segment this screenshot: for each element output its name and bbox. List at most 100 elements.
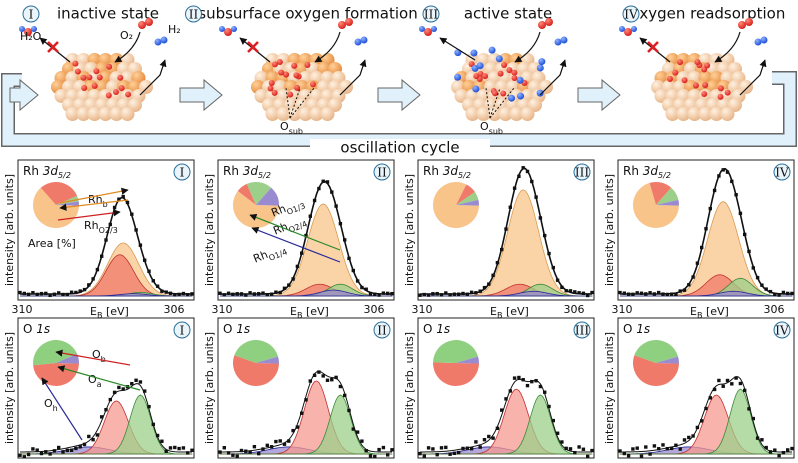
data-point (781, 450, 786, 455)
data-point (44, 291, 48, 296)
data-point (568, 447, 573, 451)
data-point (39, 451, 44, 456)
oxygen-atom (701, 90, 708, 97)
data-point (269, 292, 274, 296)
data-point (78, 289, 82, 293)
data-point (431, 447, 435, 451)
data-point (755, 275, 760, 280)
spectrum-title: O 1s (23, 322, 50, 336)
annotation: Ob (92, 348, 106, 364)
data-point (235, 292, 239, 296)
oxygen-atom (704, 62, 711, 69)
data-point (164, 449, 168, 453)
data-point (125, 200, 130, 205)
annotation-main: Rh (269, 202, 287, 220)
atom (76, 107, 91, 121)
data-point (635, 291, 639, 295)
oxygen-atom (717, 85, 724, 92)
adsorption-arrow (714, 31, 741, 63)
component-peak (220, 289, 393, 297)
data-point (48, 293, 52, 298)
o2-molecule (338, 21, 346, 29)
h2o-molecule (19, 26, 25, 32)
data-point (222, 293, 226, 297)
data-point (35, 448, 39, 452)
data-point (52, 292, 57, 296)
data-point (117, 197, 121, 201)
hydrogen-atom (536, 64, 544, 72)
data-point (560, 285, 564, 290)
data-point (691, 275, 695, 279)
annotation-main: O (44, 397, 53, 410)
oxygen-atom (511, 69, 518, 76)
data-point (321, 179, 325, 183)
pie-slice (237, 183, 256, 205)
component-peak (620, 394, 792, 455)
data-point (435, 291, 439, 296)
title-sub: 5/2 (458, 171, 471, 180)
o2-label: O₂ (120, 29, 133, 42)
data-point (422, 292, 426, 297)
h2o-molecule (231, 26, 237, 32)
data-point (390, 448, 394, 452)
atom (87, 107, 102, 121)
blocked-cross (247, 41, 259, 53)
atom (265, 107, 280, 121)
xl-sub: B (297, 311, 303, 320)
data-point (265, 443, 269, 448)
title-main: O (423, 322, 436, 336)
data-point (35, 292, 39, 297)
data-point (687, 435, 691, 440)
data-point (304, 233, 308, 238)
oxygen-atom (283, 71, 290, 78)
pie-slice (456, 199, 479, 206)
data-point (18, 453, 22, 457)
y-axis-label: intensity [arb. units] (203, 332, 216, 444)
data-point (308, 379, 312, 383)
data-point (738, 211, 743, 216)
data-point (465, 292, 469, 296)
data-point (639, 291, 644, 295)
data-point (155, 284, 160, 288)
oxygen-atom (501, 61, 508, 68)
pie-slice (656, 187, 679, 205)
data-point (190, 448, 194, 452)
pie-slice (256, 187, 279, 206)
xl-sub: B (97, 311, 103, 320)
atom (120, 107, 135, 121)
adsorption-arrow (514, 31, 541, 63)
title-main: O (23, 322, 36, 336)
data-point (444, 291, 448, 295)
oxygen-atom (497, 70, 504, 77)
pie-slice (433, 340, 479, 363)
data-point (564, 289, 568, 293)
data-point (725, 170, 730, 174)
data-point (351, 427, 355, 431)
data-point (82, 442, 87, 447)
data-point (665, 292, 669, 297)
numeral-circle (622, 5, 640, 23)
data-point (781, 290, 786, 295)
osub-arrow (289, 87, 301, 119)
y-axis-label: intensity [arb. units] (403, 174, 416, 286)
numeral: I (180, 166, 185, 180)
data-point (521, 166, 525, 170)
pie-slice (246, 181, 272, 205)
data-point (317, 186, 321, 191)
fit-envelope (619, 376, 793, 453)
data-point (708, 206, 712, 211)
y-axis-label: intensity [arb. units] (603, 332, 616, 444)
oxygen-atom (702, 82, 709, 89)
data-point (287, 439, 291, 443)
pie-slice (256, 356, 280, 364)
numeral-circle (573, 321, 591, 339)
oxygen-atom (271, 61, 278, 68)
pie-slice (33, 187, 79, 228)
data-point (665, 446, 669, 451)
data-point (661, 292, 665, 296)
hydrogen-atom (476, 62, 484, 70)
data-point (252, 292, 257, 296)
data-point (138, 243, 143, 247)
o2-molecule (345, 18, 353, 26)
data-point (543, 233, 547, 238)
